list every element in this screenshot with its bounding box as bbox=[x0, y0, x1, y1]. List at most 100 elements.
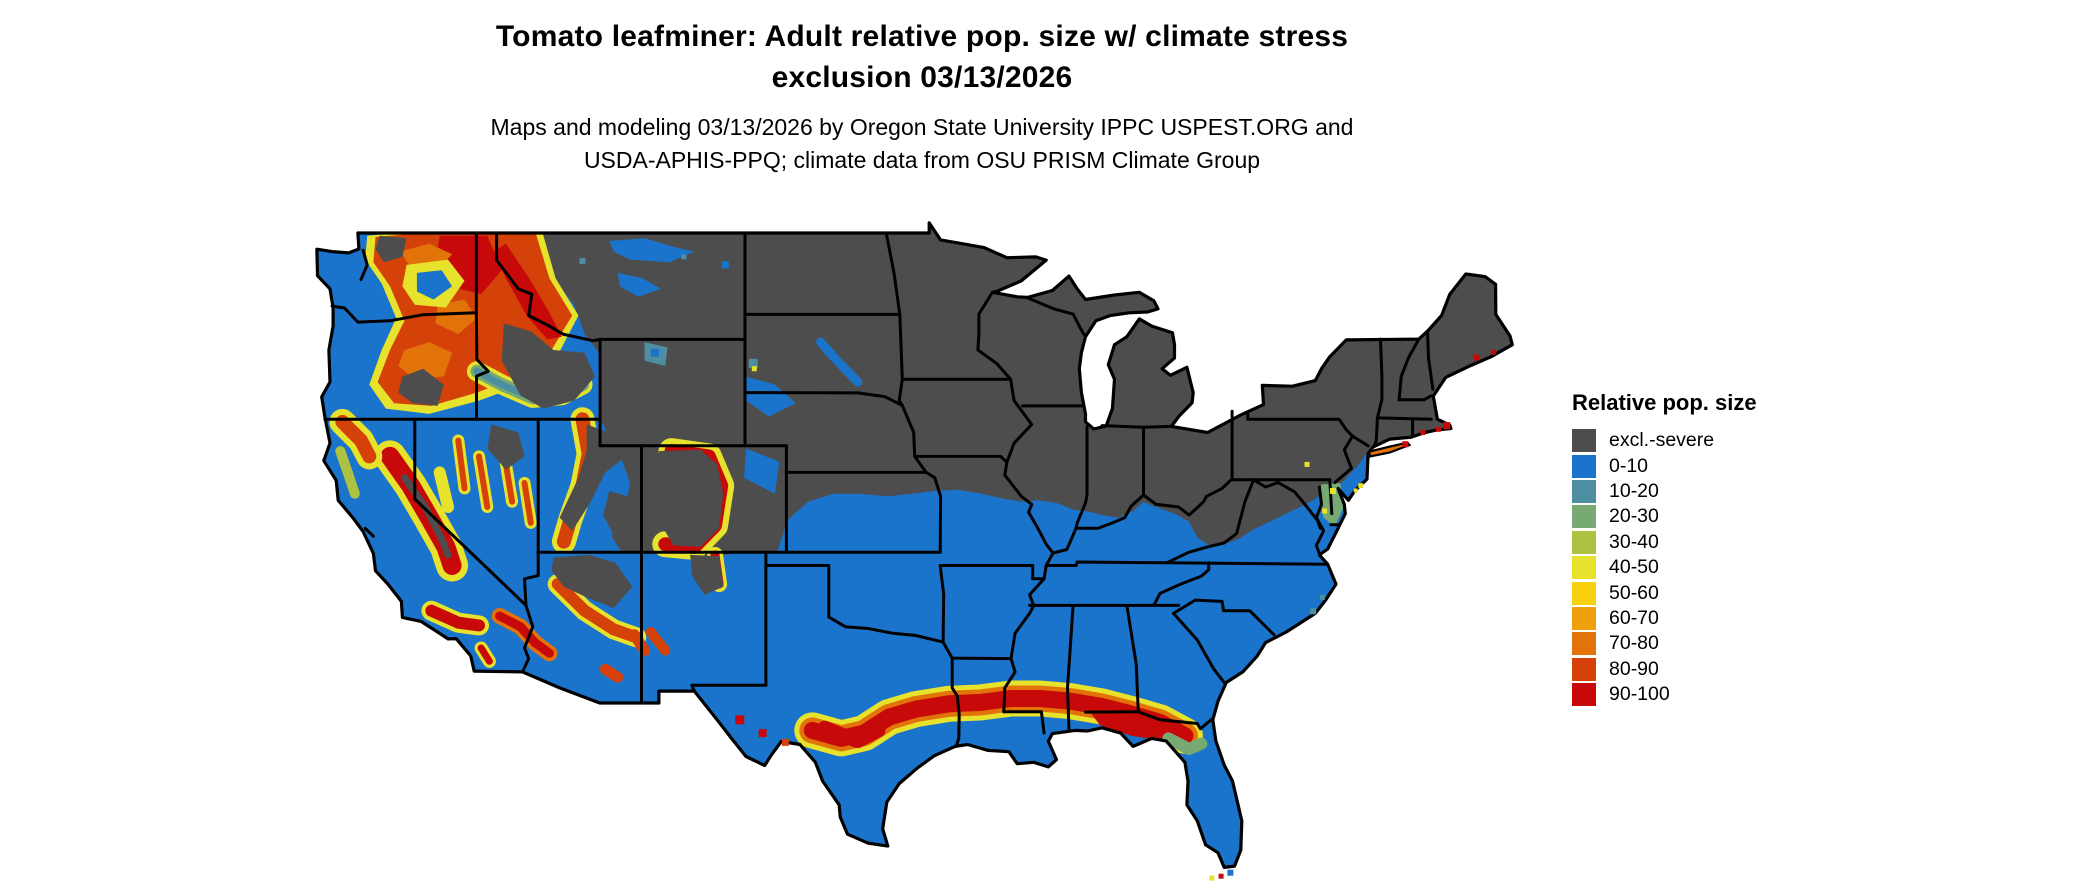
map-region-gila-red bbox=[645, 627, 671, 656]
map-region-wasatch-uinta-gray bbox=[559, 424, 626, 531]
legend-swatch-icon bbox=[1572, 683, 1596, 707]
map-region-se-az-red-1 bbox=[599, 663, 624, 683]
legend-label: excl.-severe bbox=[1609, 429, 1715, 452]
map-region-nv-streak4-red bbox=[521, 480, 534, 526]
legend-item: 10-20 bbox=[1572, 479, 1757, 504]
map-region-klamath-red bbox=[335, 414, 377, 464]
map-speckle bbox=[1322, 508, 1328, 514]
map-speckle bbox=[1443, 422, 1451, 430]
map-region-se-oregon-gray bbox=[398, 368, 444, 406]
map-region-east-colorado-blue bbox=[744, 448, 780, 494]
map-speckle bbox=[651, 348, 659, 357]
map-region-nv-streak1-red bbox=[455, 437, 468, 492]
subtitle-block: Maps and modeling 03/13/2026 by Oregon S… bbox=[322, 111, 1522, 177]
legend-title: Relative pop. size bbox=[1572, 390, 1757, 415]
legend-swatch-icon bbox=[1572, 505, 1596, 529]
map-region-co-rockies-gray bbox=[652, 449, 724, 547]
legend-item: 0-10 bbox=[1572, 453, 1757, 478]
map-speckle bbox=[721, 261, 729, 269]
legend-label: 10-20 bbox=[1609, 479, 1659, 502]
map-region-columbia-basin-blue bbox=[416, 270, 453, 300]
legend-item: 40-50 bbox=[1572, 555, 1757, 580]
map-region-north-az-gray bbox=[551, 554, 633, 609]
legend-swatch-icon bbox=[1572, 479, 1596, 503]
legend-swatch-icon bbox=[1572, 606, 1596, 630]
map-speckle bbox=[1435, 426, 1441, 432]
legend-swatch-icon bbox=[1572, 632, 1596, 656]
map-speckle bbox=[1320, 594, 1325, 600]
map-speckle bbox=[758, 729, 767, 738]
map-speckle bbox=[751, 366, 757, 372]
map-region-montana-valley-blue-1 bbox=[609, 238, 695, 263]
map-region-central-idaho-gray bbox=[501, 323, 595, 409]
legend-label: 0-10 bbox=[1609, 454, 1649, 477]
map-region-mojave-waz-red bbox=[495, 611, 554, 658]
legend-swatch-icon bbox=[1572, 530, 1596, 554]
map-speckle bbox=[1209, 875, 1215, 881]
legend-label: 90-100 bbox=[1609, 683, 1670, 706]
map-region-se-utah-gray bbox=[603, 491, 639, 539]
legend-label: 50-60 bbox=[1609, 581, 1659, 604]
map-speckle bbox=[1310, 608, 1317, 615]
legend-item: 50-60 bbox=[1572, 580, 1757, 605]
map-island-long-island bbox=[1367, 441, 1412, 458]
map-region-north-cascades-gray bbox=[375, 235, 407, 263]
map-speckle bbox=[579, 257, 586, 264]
map-region-nca-coastrange-green bbox=[335, 446, 360, 499]
legend-swatch-icon bbox=[1572, 581, 1596, 605]
legend-item: 30-40 bbox=[1572, 530, 1757, 555]
map-region-mogollon-red bbox=[551, 578, 643, 644]
map-speckle bbox=[1358, 483, 1364, 489]
map-region-nebraska-panhandle-blue bbox=[746, 376, 796, 417]
map-speckle bbox=[1353, 488, 1358, 493]
map-speckle bbox=[735, 715, 745, 725]
map-region-nv-streak5-yellow bbox=[433, 466, 454, 513]
legend-item: 20-30 bbox=[1572, 504, 1757, 529]
map-region-nfl-green-fringe bbox=[1162, 732, 1208, 755]
map-speckle bbox=[1473, 354, 1480, 361]
subtitle-line1: Maps and modeling 03/13/2026 by Oregon S… bbox=[490, 114, 1354, 140]
page-title-line2: exclusion 03/13/2026 bbox=[771, 61, 1073, 94]
map-speckle bbox=[1218, 873, 1224, 879]
map-region-nv-streak2-red bbox=[476, 453, 491, 510]
legend-item: 80-90 bbox=[1572, 657, 1757, 682]
map-region-texas-hillcountry-red bbox=[817, 720, 886, 749]
legend-label: 70-80 bbox=[1609, 632, 1659, 655]
map-region-blue-mtns-orange bbox=[435, 299, 477, 335]
map-region-north-nm-gray bbox=[690, 554, 724, 595]
legend-label: 60-70 bbox=[1609, 606, 1659, 629]
legend-label: 80-90 bbox=[1609, 657, 1659, 680]
legend-item: 70-80 bbox=[1572, 631, 1757, 656]
legend: Relative pop. size excl.-severe 0-10 10-20… bbox=[1572, 390, 1757, 707]
legend-item: 60-70 bbox=[1572, 606, 1757, 631]
legend-item: 90-100 bbox=[1572, 682, 1757, 707]
map-speckle bbox=[681, 254, 687, 260]
legend-swatch-icon bbox=[1572, 454, 1596, 478]
map-region-socal-range1-red bbox=[425, 604, 485, 632]
legend-swatch-icon bbox=[1572, 429, 1596, 453]
map-speckle bbox=[748, 358, 758, 368]
map-region-sd-missouri-blue bbox=[816, 337, 863, 387]
map-region-ne-nevada-gray bbox=[487, 424, 525, 470]
legend-swatch-icon bbox=[1572, 556, 1596, 580]
map-region-socal-range2-red bbox=[477, 644, 493, 665]
map-speckle bbox=[1420, 430, 1426, 435]
map-speckle bbox=[1490, 349, 1496, 355]
page-title-line1: Tomato leafminer: Adult relative pop. si… bbox=[495, 20, 1349, 53]
map-speckle bbox=[781, 738, 789, 746]
legend-label: 40-50 bbox=[1609, 556, 1659, 579]
legend-swatch-icon bbox=[1572, 657, 1596, 681]
map-speckle bbox=[1227, 869, 1234, 876]
legend-item: excl.-severe bbox=[1572, 428, 1757, 453]
map-region-oregon-orange-1 bbox=[398, 342, 453, 380]
map-speckle bbox=[1329, 488, 1336, 494]
map-speckle bbox=[1304, 461, 1310, 467]
legend-label: 20-30 bbox=[1609, 505, 1659, 528]
subtitle-line2: USDA-APHIS-PPQ; climate data from OSU PR… bbox=[583, 147, 1261, 173]
legend-rows: excl.-severe 0-10 10-20 20-30 30-40 40-50 50-6… bbox=[1572, 428, 1757, 707]
title-block: Tomato leafminer: Adult relative pop. si… bbox=[322, 16, 1522, 177]
map-region-montana-valley-blue-2 bbox=[617, 272, 662, 297]
legend-label: 30-40 bbox=[1609, 530, 1659, 553]
